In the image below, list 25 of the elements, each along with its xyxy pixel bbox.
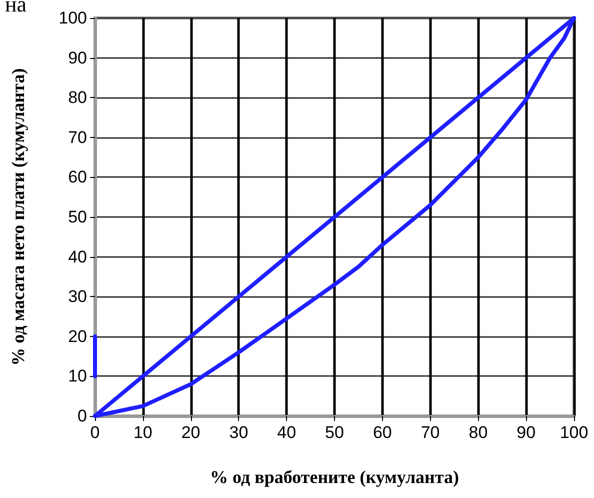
y-tick-label: 100 [58, 8, 87, 28]
x-tick-label: 10 [133, 423, 152, 442]
y-tick-label: 90 [68, 48, 87, 68]
y-tick-label: 80 [68, 88, 87, 108]
y-tick-label: 10 [68, 366, 87, 386]
y-axis-title: % од масата нето плати (кумуланта) [8, 68, 28, 366]
x-tick-label: 50 [325, 423, 344, 442]
y-tick-label: 0 [78, 406, 87, 426]
y-tick-label: 50 [68, 208, 87, 226]
x-tick-label: 0 [90, 423, 100, 442]
y-tick-label: 30 [68, 287, 87, 306]
y-tick-label: 40 [68, 247, 87, 266]
x-tick-label: 90 [516, 423, 536, 442]
y-tick-label: 20 [68, 326, 87, 346]
chart-title: на [5, 0, 27, 16]
y-tick-label: 70 [68, 128, 87, 147]
x-tick-label: 60 [372, 423, 392, 442]
x-tick-label: 30 [229, 423, 248, 442]
x-tick-label: 70 [420, 423, 440, 442]
x-tick-label: 100 [560, 423, 588, 442]
x-tick-label: 40 [277, 423, 296, 442]
y-tick-label: 60 [68, 168, 87, 187]
x-tick-label: 80 [468, 423, 488, 442]
x-tick-label: 20 [181, 423, 200, 442]
x-axis-title: % од вработените (кумуланта) [210, 467, 459, 487]
